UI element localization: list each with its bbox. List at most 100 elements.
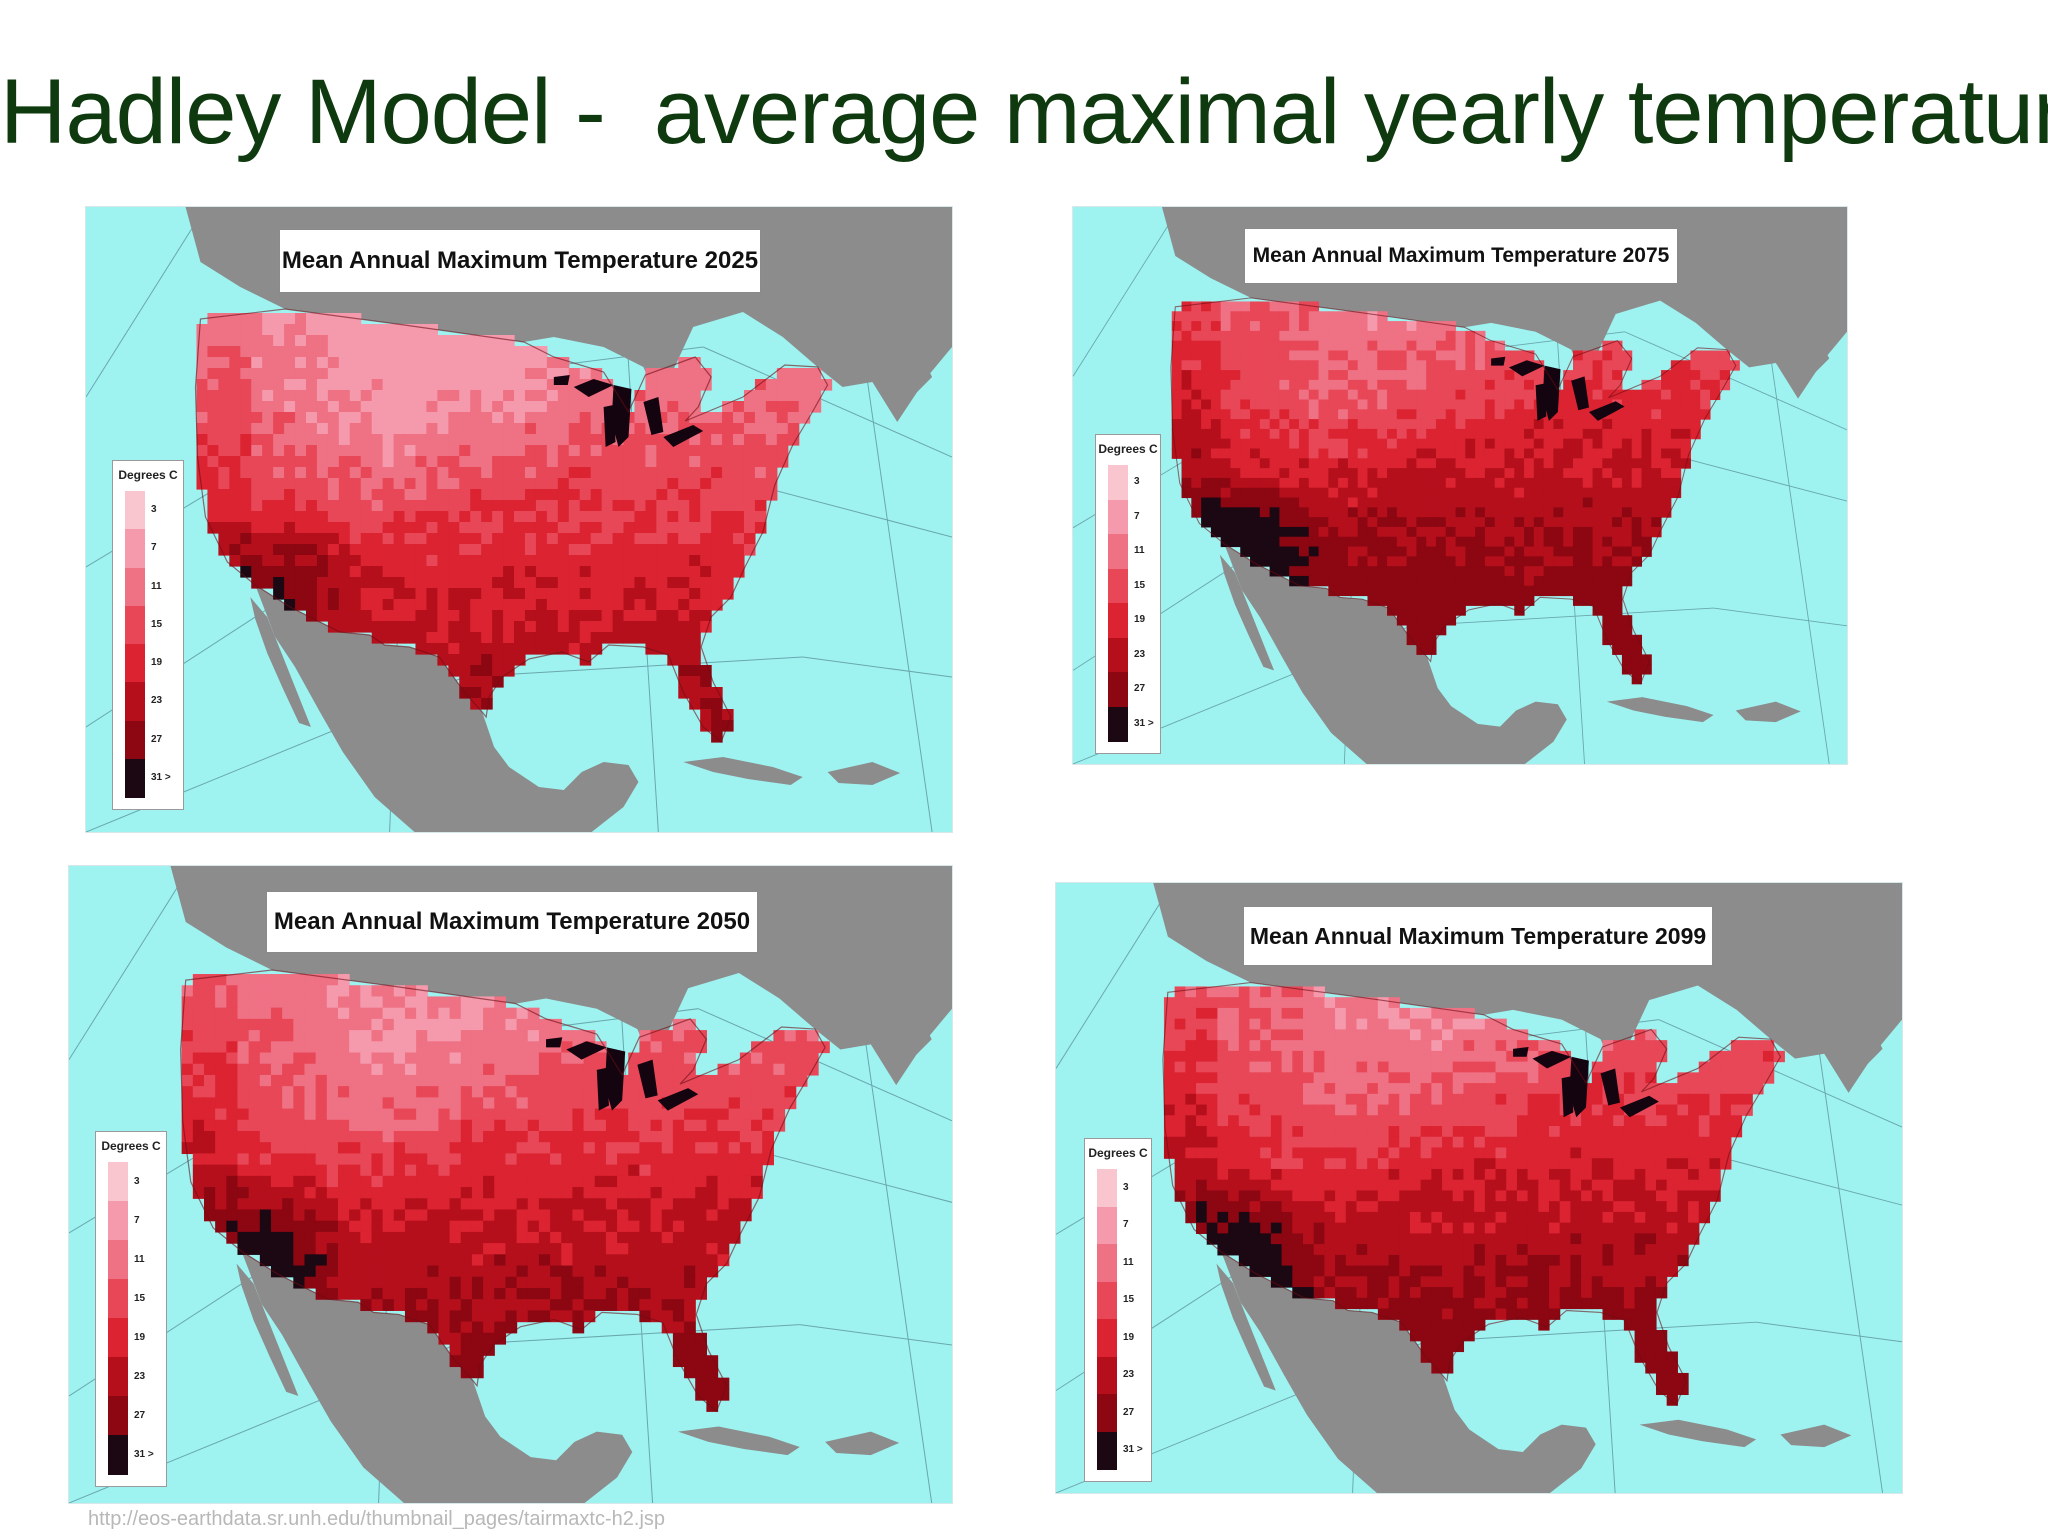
- usa-outline: [180, 969, 826, 1413]
- legend-label: 19: [1123, 1331, 1135, 1343]
- legend-swatch: [1097, 1319, 1117, 1357]
- legend-2099: Degrees C 3 7 11 15 19 23 27 31 >: [1084, 1138, 1152, 1482]
- legend-swatch: [1097, 1169, 1117, 1207]
- usa-outline: [1162, 981, 1782, 1407]
- legend-label: 23: [151, 695, 163, 707]
- newfoundland-landmass: [880, 1008, 932, 1065]
- legend-swatch: [1108, 465, 1128, 500]
- hispaniola-landmass: [1735, 701, 1801, 723]
- legend-title: Degrees C: [118, 468, 178, 482]
- map-caption-2075: Mean Annual Maximum Temperature 2075: [1244, 228, 1678, 284]
- legend-label: 23: [134, 1370, 146, 1382]
- hispaniola-landmass: [1780, 1424, 1852, 1448]
- legend-label: 3: [151, 504, 157, 516]
- newfoundland-landmass: [1833, 1019, 1883, 1074]
- legend-swatch: [1108, 499, 1128, 535]
- temperature-map-2025: [86, 207, 952, 832]
- legend-2075: Degrees C 3 7 11 15 19 23 27 31 >: [1095, 434, 1161, 754]
- legend-swatch: [108, 1396, 128, 1436]
- legend-label: 11: [134, 1253, 145, 1265]
- legend-swatch: [108, 1201, 128, 1241]
- legend-swatch: [1097, 1206, 1117, 1245]
- map-panel-2075: Mean Annual Maximum Temperature 2075 Deg…: [1073, 207, 1847, 764]
- hispaniola-landmass: [825, 1431, 900, 1456]
- legend-swatch: [108, 1279, 128, 1319]
- legend-label: 3: [134, 1175, 140, 1187]
- cuba-landmass: [1606, 697, 1714, 723]
- legend-label: 7: [134, 1214, 140, 1226]
- baja-landmass: [1219, 554, 1275, 671]
- slide-title: Hadley Model - average maximal yearly te…: [0, 61, 2048, 163]
- great-lakes: [553, 375, 704, 447]
- legend-swatch: [1108, 603, 1128, 638]
- legend-label: 27: [1134, 683, 1146, 695]
- legend-2050: Degrees C 3 7 11 15 19 23 27 31 >: [95, 1131, 167, 1487]
- legend-swatch: [108, 1240, 128, 1280]
- legend-title: Degrees C: [1098, 442, 1158, 456]
- legend-swatch: [125, 758, 145, 798]
- legend-label: 15: [134, 1292, 146, 1304]
- legend-swatch: [1108, 534, 1128, 569]
- legend-swatch: [1108, 568, 1128, 604]
- legend-label: 19: [151, 657, 163, 669]
- great-lakes: [1491, 356, 1625, 421]
- mexico-landmass: [255, 585, 639, 832]
- legend-swatch: [125, 682, 145, 721]
- legend-label: 11: [1123, 1256, 1134, 1268]
- legend-swatch: [1108, 706, 1128, 742]
- great-lakes: [1513, 1046, 1659, 1118]
- legend-label: 27: [151, 733, 163, 745]
- legend-label: 15: [1134, 579, 1146, 591]
- legend-swatch: [1108, 637, 1128, 673]
- newfoundland-landmass: [882, 347, 933, 402]
- map-2099-temperature-grid: [1163, 986, 1785, 1406]
- legend-title: Degrees C: [101, 1139, 161, 1153]
- great-lakes: [546, 1037, 699, 1111]
- legend-swatch: [125, 491, 145, 530]
- legend-label: 3: [1123, 1181, 1129, 1193]
- legend-2025: Degrees C 3 7 11 15 19 23 27 31 >: [112, 460, 184, 810]
- legend-label: 3: [1134, 476, 1140, 488]
- legend-label: 23: [1134, 648, 1146, 660]
- mexico-landmass: [1224, 543, 1567, 764]
- legend-swatch: [125, 644, 145, 683]
- temperature-map-2050: [69, 866, 952, 1503]
- map-panel-2050: Mean Annual Maximum Temperature 2050 Deg…: [69, 866, 952, 1503]
- baja-landmass: [1216, 1263, 1276, 1391]
- legend-label: 11: [151, 580, 162, 592]
- legend-swatch: [1108, 672, 1128, 707]
- cuba-landmass: [1639, 1419, 1757, 1448]
- temperature-map-2099: [1056, 883, 1902, 1493]
- legend-swatch: [125, 720, 145, 760]
- mexico-landmass: [241, 1251, 633, 1503]
- cuba-landmass: [677, 1426, 800, 1456]
- greenland-landmass: [882, 207, 952, 267]
- legend-title: Degrees C: [1088, 1146, 1148, 1160]
- map-2025-temperature-grid: [196, 313, 833, 743]
- legend-label: 11: [1134, 545, 1145, 557]
- map-panel-2099: Mean Annual Maximum Temperature 2099 Deg…: [1056, 883, 1902, 1493]
- hispaniola-landmass: [827, 762, 901, 785]
- usa-outline: [194, 308, 829, 743]
- legend-label: 7: [151, 542, 157, 554]
- legend-swatch: [108, 1435, 128, 1475]
- legend-label: 19: [134, 1331, 146, 1343]
- newfoundland-landmass: [1784, 331, 1830, 381]
- legend-swatch: [125, 567, 145, 607]
- legend-label: 27: [1123, 1406, 1135, 1418]
- legend-label: 7: [1134, 510, 1140, 522]
- cuba-landmass: [683, 757, 803, 785]
- legend-swatch: [125, 605, 145, 645]
- legend-swatch: [108, 1357, 128, 1397]
- usa-outline: [1170, 297, 1737, 685]
- legend-swatch: [125, 529, 145, 568]
- legend-label: 19: [1134, 614, 1146, 626]
- legend-swatch: [1097, 1431, 1117, 1470]
- map-caption-2099: Mean Annual Maximum Temperature 2099: [1243, 906, 1713, 966]
- greenland-landmass: [1833, 883, 1902, 942]
- source-url: http://eos-earthdata.sr.unh.edu/thumbnai…: [88, 1508, 666, 1530]
- legend-swatch: [1097, 1244, 1117, 1282]
- map-caption-2025: Mean Annual Maximum Temperature 2025: [279, 229, 761, 293]
- legend-swatch: [108, 1318, 128, 1358]
- legend-label: 31 >: [1134, 717, 1154, 729]
